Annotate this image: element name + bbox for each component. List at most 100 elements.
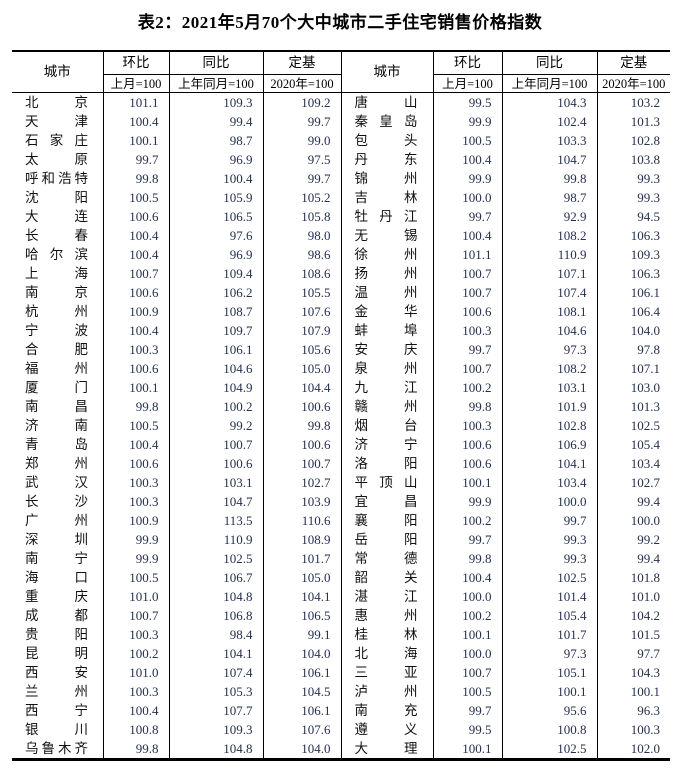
subheader-yoy-base-right: 上年同月=100 <box>502 74 598 93</box>
mom-index-value: 100.3 <box>433 416 503 435</box>
yoy-index-value: 99.4 <box>169 112 264 131</box>
mom-index-value: 99.7 <box>433 701 503 720</box>
table-body: 北京 101.1 109.3 109.2 唐山 99.5 104.3 103.2 天津 100.4… <box>12 92 670 760</box>
city-cell: 福州 <box>12 359 104 378</box>
city-name: 襄阳 <box>354 513 418 528</box>
mom-index-value: 100.5 <box>433 682 503 701</box>
yoy-index-value: 106.8 <box>169 606 264 625</box>
yoy-index-value: 102.5 <box>502 739 598 760</box>
city-cell: 南京 <box>12 283 104 302</box>
fixed-base-index-value: 104.5 <box>263 682 342 701</box>
fixed-base-index-value: 106.1 <box>263 663 342 682</box>
fixed-base-index-value: 99.4 <box>637 551 660 566</box>
mom-index-value: 100.6 <box>433 302 503 321</box>
mom-index-value: 99.9 <box>433 112 503 131</box>
city-name: 天津 <box>25 114 88 129</box>
fixed-base-index-value: 99.8 <box>263 416 342 435</box>
mom-index-value: 100.9 <box>103 511 170 530</box>
fixed-base-index-value: 105.6 <box>263 340 342 359</box>
city-cell: 韶关 <box>341 568 434 587</box>
mom-index-value: 100.5 <box>103 188 170 207</box>
city-name: 武汉 <box>25 475 88 490</box>
city-name: 青岛 <box>25 437 88 452</box>
yoy-index-value: 104.9 <box>169 378 264 397</box>
city-name: 济宁 <box>354 437 418 452</box>
city-cell: 乌鲁木齐 <box>12 739 104 760</box>
mom-index-value: 100.6 <box>103 283 170 302</box>
yoy-index-value: 104.8 <box>169 739 264 760</box>
mom-index-value: 99.5 <box>433 720 503 739</box>
col-header-mom-left: 环比 <box>103 51 170 75</box>
table-row: 重庆 101.0 104.8 104.1 湛江 100.0 101.4 101.0 <box>12 587 670 606</box>
city-name: 郑州 <box>25 456 88 471</box>
yoy-index-value: 92.9 <box>502 207 598 226</box>
fixed-base-index-value: 94.5 <box>637 209 660 224</box>
yoy-index-value: 104.3 <box>502 92 598 112</box>
mom-index-value: 99.9 <box>433 492 503 511</box>
mom-index-value: 100.4 <box>103 245 170 264</box>
yoy-index-value: 109.3 <box>169 720 264 739</box>
table-row: 长春 100.4 97.6 98.0 无锡 100.4 108.2 106.3 <box>12 226 670 245</box>
city-cell: 成都 <box>12 606 104 625</box>
mom-index-value: 100.4 <box>103 435 170 454</box>
mom-index-value: 100.3 <box>103 473 170 492</box>
fixed-base-index-value: 103.4 <box>630 456 660 471</box>
fixed-base-index-value: 105.0 <box>263 359 342 378</box>
city-name: 西安 <box>25 665 88 680</box>
fixed-base-index-value: 106.4 <box>630 304 660 319</box>
mom-index-value: 100.6 <box>103 207 170 226</box>
fixed-base-index-value: 105.8 <box>263 207 342 226</box>
mom-index-value: 100.4 <box>103 226 170 245</box>
yoy-index-value: 97.6 <box>169 226 264 245</box>
col-header-fixedbase-right: 定基 <box>597 51 670 75</box>
mom-index-value: 100.7 <box>433 663 503 682</box>
fixed-base-index-value: 103.0 <box>630 380 660 395</box>
yoy-index-value: 107.4 <box>502 283 598 302</box>
mom-index-value: 100.6 <box>433 454 503 473</box>
city-cell: 洛阳 <box>341 454 434 473</box>
mom-index-value: 100.6 <box>103 454 170 473</box>
mom-index-value: 100.1 <box>103 378 170 397</box>
city-cell: 安庆 <box>341 340 434 359</box>
table-row: 乌鲁木齐 99.8 104.8 104.0 大理 100.1 102.5 102.0 <box>12 739 670 760</box>
mom-index-value: 100.7 <box>433 264 503 283</box>
mom-index-value: 101.0 <box>103 663 170 682</box>
mom-index-value: 100.4 <box>433 568 503 587</box>
city-name: 南京 <box>25 285 88 300</box>
table-row: 贵阳 100.3 98.4 99.1 桂林 100.1 101.7 101.5 <box>12 625 670 644</box>
table-row: 天津 100.4 99.4 99.7 秦皇岛 99.9 102.4 101.3 <box>12 112 670 131</box>
city-name: 唐山 <box>354 95 418 110</box>
city-cell: 北海 <box>341 644 434 663</box>
city-name: 蚌埠 <box>354 323 418 338</box>
yoy-index-value: 103.4 <box>502 473 598 492</box>
city-name: 北海 <box>354 646 418 661</box>
yoy-index-value: 101.4 <box>502 587 598 606</box>
fixed-base-index-value: 106.3 <box>630 266 660 281</box>
city-name: 扬州 <box>354 266 418 281</box>
fixed-base-index-value: 104.0 <box>263 739 342 760</box>
mom-index-value: 100.2 <box>433 511 503 530</box>
fixed-base-index-value: 99.7 <box>263 112 342 131</box>
yoy-index-value: 98.7 <box>169 131 264 150</box>
mom-index-value: 99.9 <box>103 530 170 549</box>
yoy-index-value: 95.6 <box>502 701 598 720</box>
yoy-index-value: 100.6 <box>169 454 264 473</box>
city-cell: 深圳 <box>12 530 104 549</box>
city-cell: 天津 <box>12 112 104 131</box>
city-cell: 济南 <box>12 416 104 435</box>
yoy-index-value: 110.9 <box>502 245 598 264</box>
fixed-base-index-value: 107.1 <box>630 361 660 376</box>
city-name: 西宁 <box>25 703 88 718</box>
city-name: 徐州 <box>354 247 418 262</box>
yoy-index-value: 102.8 <box>502 416 598 435</box>
city-name: 秦皇岛 <box>354 114 418 129</box>
mom-index-value: 99.7 <box>433 530 503 549</box>
yoy-index-value: 99.7 <box>502 511 598 530</box>
mom-index-value: 99.8 <box>433 549 503 568</box>
yoy-index-value: 100.8 <box>502 720 598 739</box>
city-name: 上海 <box>25 266 88 281</box>
fixed-base-index-value: 102.7 <box>263 473 342 492</box>
mom-index-value: 100.5 <box>433 131 503 150</box>
city-cell: 锦州 <box>341 169 434 188</box>
fixed-base-index-value: 99.4 <box>637 494 660 509</box>
